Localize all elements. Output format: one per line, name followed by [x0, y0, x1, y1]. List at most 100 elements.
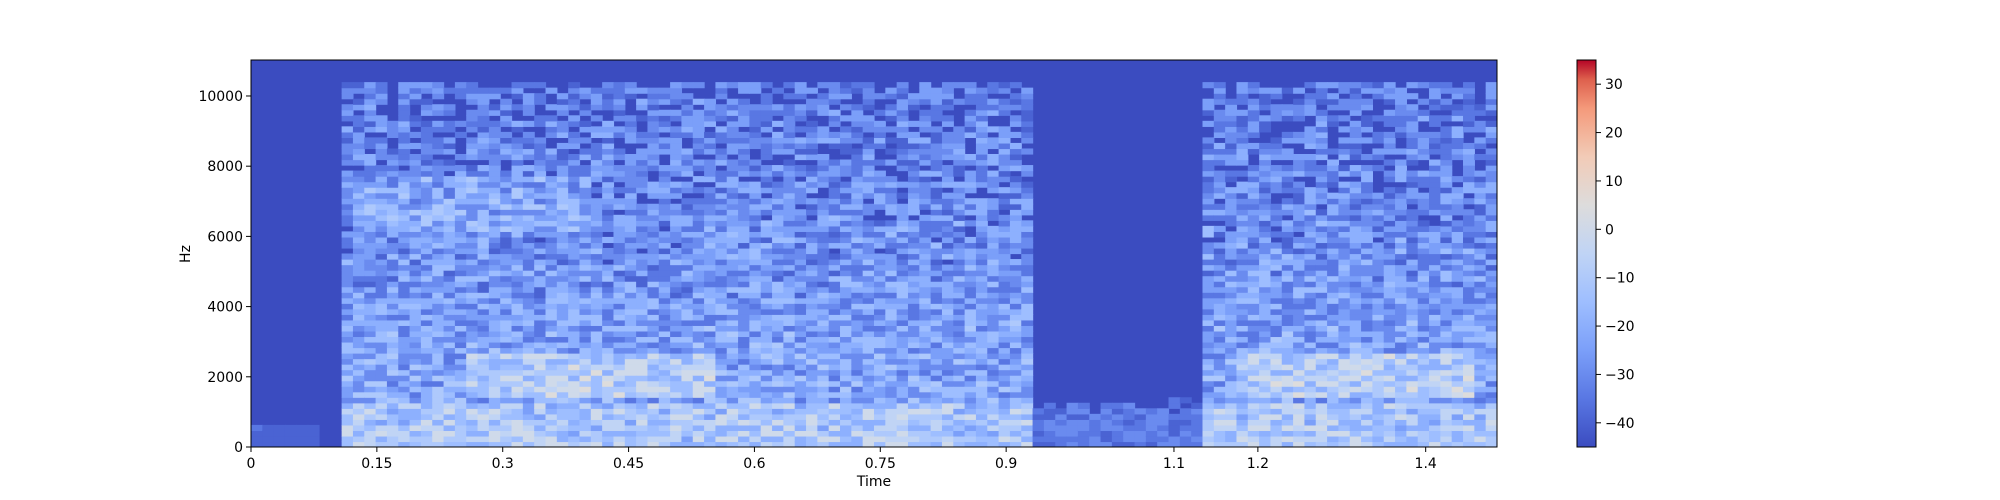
spectrogram-cell	[1259, 170, 1272, 177]
spectrogram-cell	[794, 358, 807, 365]
spectrogram-cell	[1247, 297, 1260, 304]
spectrogram-cell	[715, 131, 728, 138]
spectrogram-cell	[1327, 281, 1340, 288]
spectrogram-cell	[1202, 341, 1215, 349]
spectrogram-cell	[500, 120, 513, 127]
spectrogram-cell	[975, 419, 988, 426]
spectrogram-cell	[806, 181, 818, 188]
spectrogram-cell	[749, 358, 762, 365]
spectrogram-cell	[1349, 353, 1362, 360]
spectrogram-cell	[477, 430, 490, 437]
spectrogram-cell	[364, 419, 377, 426]
spectrogram-cell	[851, 126, 864, 133]
spectrogram-cell	[975, 142, 988, 150]
spectrogram-cell	[488, 253, 501, 260]
spectrogram-cell	[375, 364, 388, 371]
spectrogram-cell	[817, 314, 830, 321]
spectrogram-cell	[443, 391, 456, 398]
spectrogram-cell	[1349, 98, 1362, 105]
spectrogram-cell	[1259, 93, 1272, 100]
spectrogram-cell	[1055, 435, 1068, 443]
spectrogram-cell	[1383, 159, 1396, 166]
spectrogram-cell	[681, 275, 694, 282]
spectrogram-cell	[749, 82, 762, 89]
spectrogram-cell	[1406, 319, 1419, 326]
spectrogram-cell	[749, 203, 762, 210]
spectrogram-cell	[1021, 292, 1034, 299]
spectrogram-cell	[1372, 325, 1385, 332]
spectrogram-cell	[522, 170, 535, 177]
spectrogram-cell	[341, 220, 354, 227]
spectrogram-cell	[579, 93, 592, 100]
spectrogram-cell	[987, 98, 1000, 105]
spectrogram-cell	[817, 176, 830, 183]
spectrogram-cell	[613, 424, 626, 432]
spectrogram-cell	[1361, 319, 1373, 326]
spectrogram-cell	[1259, 435, 1272, 443]
spectrogram-cell	[1327, 424, 1340, 432]
spectrogram-cell	[670, 281, 683, 288]
spectrogram-cell	[443, 181, 456, 188]
spectrogram-cell	[964, 93, 977, 100]
spectrogram-cell	[1009, 408, 1022, 415]
spectrogram-cell	[975, 319, 988, 326]
spectrogram-cell	[1213, 419, 1226, 426]
spectrogram-cell	[1395, 303, 1407, 310]
spectrogram-cell	[1270, 314, 1283, 321]
spectrogram-cell	[726, 347, 739, 354]
spectrogram-cell	[919, 264, 932, 271]
spectrogram-cell	[828, 375, 841, 382]
spectrogram-cell	[964, 380, 977, 387]
spectrogram-cell	[556, 435, 569, 443]
spectrogram-cell	[1021, 253, 1034, 260]
spectrogram-cell	[1236, 297, 1249, 304]
spectrogram-cell	[919, 198, 932, 205]
spectrogram-cell	[1406, 259, 1419, 266]
spectrogram-cell	[1225, 137, 1238, 144]
spectrogram-cell	[443, 109, 456, 116]
spectrogram-cell	[919, 93, 932, 100]
spectrogram-cell	[851, 319, 864, 326]
spectrogram-cell	[1293, 308, 1306, 315]
spectrogram-cell	[896, 319, 909, 326]
spectrogram-cell	[500, 314, 513, 321]
spectrogram-cell	[941, 435, 954, 443]
spectrogram-cell	[545, 87, 558, 94]
spectrogram-cell	[1043, 435, 1056, 443]
spectrogram-cell	[602, 286, 615, 293]
spectrogram-cell	[1213, 253, 1226, 260]
spectrogram-plot-area	[251, 60, 1497, 447]
spectrogram-cell	[1338, 319, 1351, 326]
spectrogram-cell	[919, 369, 932, 376]
spectrogram-cell	[1202, 386, 1215, 393]
spectrogram-cell	[568, 308, 581, 315]
spectrogram-cell	[987, 82, 1000, 89]
spectrogram-cell	[681, 209, 694, 216]
spectrogram-cell	[692, 137, 705, 144]
spectrogram-cell	[296, 435, 309, 443]
spectrogram-cell	[738, 187, 750, 194]
spectrogram-cell	[1327, 264, 1340, 271]
spectrogram-cell	[602, 126, 615, 133]
spectrogram-cell	[1168, 435, 1181, 443]
spectrogram-cell	[794, 93, 807, 100]
spectrogram-cell	[692, 231, 705, 238]
spectrogram-cell	[624, 165, 637, 172]
spectrogram-cell	[715, 336, 728, 343]
spectrogram-cell	[840, 104, 852, 111]
spectrogram-cell	[964, 209, 977, 216]
spectrogram-cell	[953, 170, 966, 177]
spectrogram-cell	[919, 386, 932, 393]
spectrogram-cell	[692, 341, 705, 349]
spectrogram-cell	[670, 236, 683, 244]
spectrogram-cell	[488, 181, 501, 188]
spectrogram-cell	[953, 441, 966, 447]
spectrogram-cell	[1304, 402, 1317, 409]
spectrogram-cell	[896, 380, 909, 387]
spectrogram-cell	[568, 153, 581, 161]
spectrogram-cell	[840, 170, 852, 177]
spectrogram-cell	[817, 165, 830, 172]
spectrogram-cell	[806, 358, 818, 365]
spectrogram-cell	[874, 375, 886, 382]
spectrogram-cell	[783, 214, 796, 221]
